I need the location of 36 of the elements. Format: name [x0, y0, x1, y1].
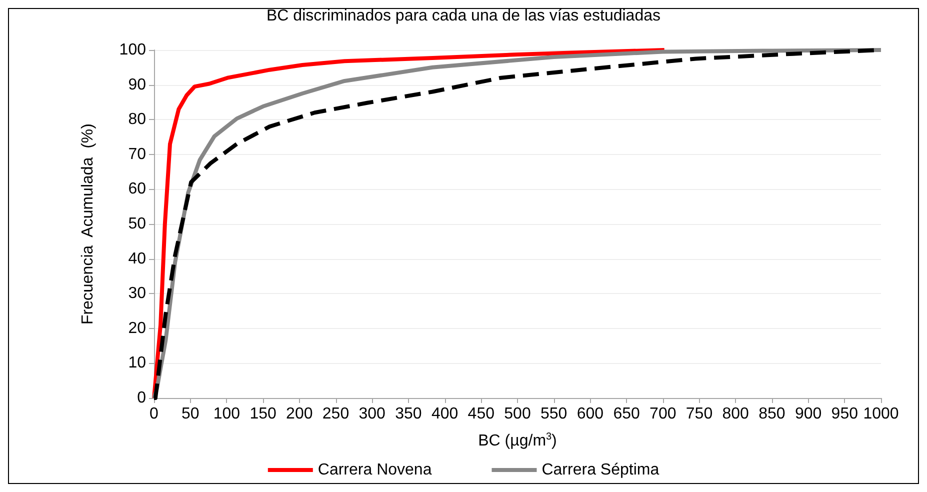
x-tick-label: 1000: [863, 406, 899, 422]
x-tick-label: 200: [286, 406, 313, 422]
y-tick-label: 90: [128, 76, 146, 94]
x-tick-label: 450: [468, 406, 495, 422]
y-tick-label: 60: [128, 180, 146, 198]
x-tick-label: 550: [540, 406, 568, 422]
y-tick-label: 30: [128, 285, 146, 302]
y-tick-label: 100: [119, 42, 146, 58]
y-tick-label: 20: [128, 320, 146, 337]
y-tick-label: 50: [128, 216, 146, 232]
x-tick-label: 0: [150, 406, 159, 422]
y-tick-label: 40: [128, 250, 146, 268]
x-tick-label: 850: [758, 406, 786, 422]
y-tick-label: 0: [137, 390, 146, 406]
x-tick-label: 600: [576, 406, 604, 422]
x-tick-label: 150: [250, 406, 276, 422]
legend-label: Carrera Novena: [318, 462, 432, 478]
x-tick-label: 650: [613, 406, 640, 422]
x-tick-label: 800: [722, 406, 750, 422]
x-tick-label: 300: [358, 406, 386, 422]
x-tick-label: 700: [650, 406, 676, 422]
y-tick-label: 10: [128, 354, 146, 372]
x-tick-label: 900: [794, 406, 822, 422]
x-tick-label: 750: [686, 406, 713, 422]
legend-label: Carrera Séptima: [542, 462, 660, 478]
chart-title: BC discriminados para cada una de las vías estudiadas: [266, 8, 660, 24]
x-tick-label: 400: [431, 406, 458, 422]
x-tick-label: 350: [395, 406, 422, 422]
x-tick-label: 250: [322, 406, 350, 422]
y-axis-title: Frecuencia Acumulada (%): [80, 124, 96, 324]
x-tick-label: 50: [181, 406, 200, 422]
x-tick-label: 950: [831, 406, 858, 422]
x-tick-label: 100: [213, 406, 240, 422]
x-tick-label: 500: [504, 406, 531, 422]
y-tick-label: 70: [128, 146, 146, 163]
y-tick-label: 80: [128, 111, 146, 128]
